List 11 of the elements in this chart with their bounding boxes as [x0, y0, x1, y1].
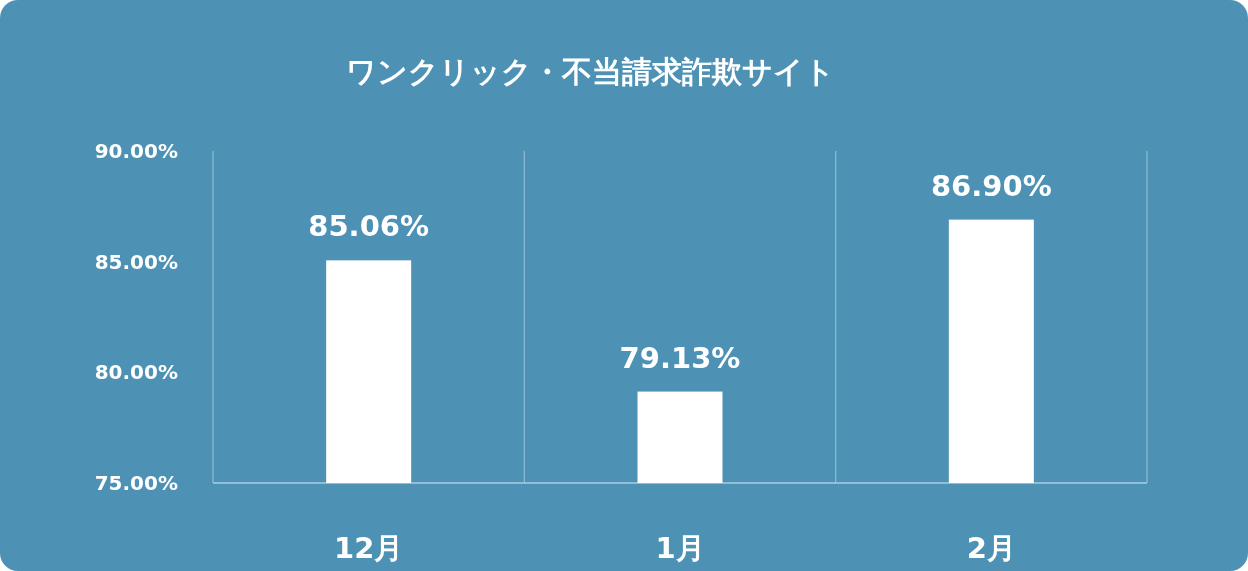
data-label: 86.90%: [930, 168, 1052, 203]
title: ワンクリック・不当請求詐欺サイト: [345, 54, 835, 89]
y-tick-label: 85.00%: [94, 249, 178, 274]
x-tick-label: 2月: [966, 531, 1016, 565]
y-tick-label: 75.00%: [94, 471, 178, 495]
data-label: 79.13%: [619, 340, 741, 375]
x-tick-label: 1月: [655, 531, 705, 565]
y-tick-label: 80.00%: [94, 360, 178, 385]
y-tick-label: 90.00%: [94, 139, 178, 163]
data-label: 85.06%: [308, 209, 430, 244]
x-tick-label: 12月: [333, 531, 404, 565]
